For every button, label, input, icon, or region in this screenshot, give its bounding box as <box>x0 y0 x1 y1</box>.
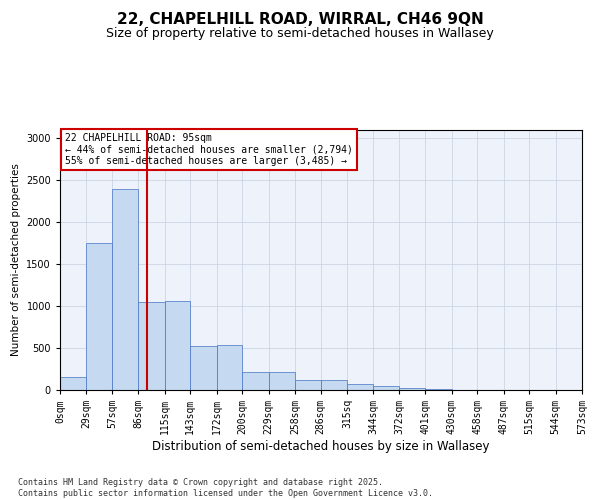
Bar <box>139 302 165 390</box>
Text: 22 CHAPELHILL ROAD: 95sqm
← 44% of semi-detached houses are smaller (2,794)
55% : 22 CHAPELHILL ROAD: 95sqm ← 44% of semi-… <box>65 132 353 166</box>
Bar <box>60 378 86 390</box>
Bar <box>320 380 347 390</box>
Bar <box>295 380 320 390</box>
Bar <box>165 301 190 390</box>
Bar <box>347 384 373 390</box>
Text: Size of property relative to semi-detached houses in Wallasey: Size of property relative to semi-detach… <box>106 28 494 40</box>
Y-axis label: Number of semi-detached properties: Number of semi-detached properties <box>11 164 20 356</box>
Text: Contains HM Land Registry data © Crown copyright and database right 2025.
Contai: Contains HM Land Registry data © Crown c… <box>18 478 433 498</box>
Text: 22, CHAPELHILL ROAD, WIRRAL, CH46 9QN: 22, CHAPELHILL ROAD, WIRRAL, CH46 9QN <box>116 12 484 28</box>
Bar <box>425 388 452 390</box>
Bar <box>112 188 139 390</box>
Bar <box>242 372 269 390</box>
Bar <box>269 372 295 390</box>
Bar <box>399 388 425 390</box>
Bar <box>190 346 217 390</box>
Bar <box>373 386 399 390</box>
X-axis label: Distribution of semi-detached houses by size in Wallasey: Distribution of semi-detached houses by … <box>152 440 490 453</box>
Bar <box>86 243 112 390</box>
Bar <box>217 345 242 390</box>
